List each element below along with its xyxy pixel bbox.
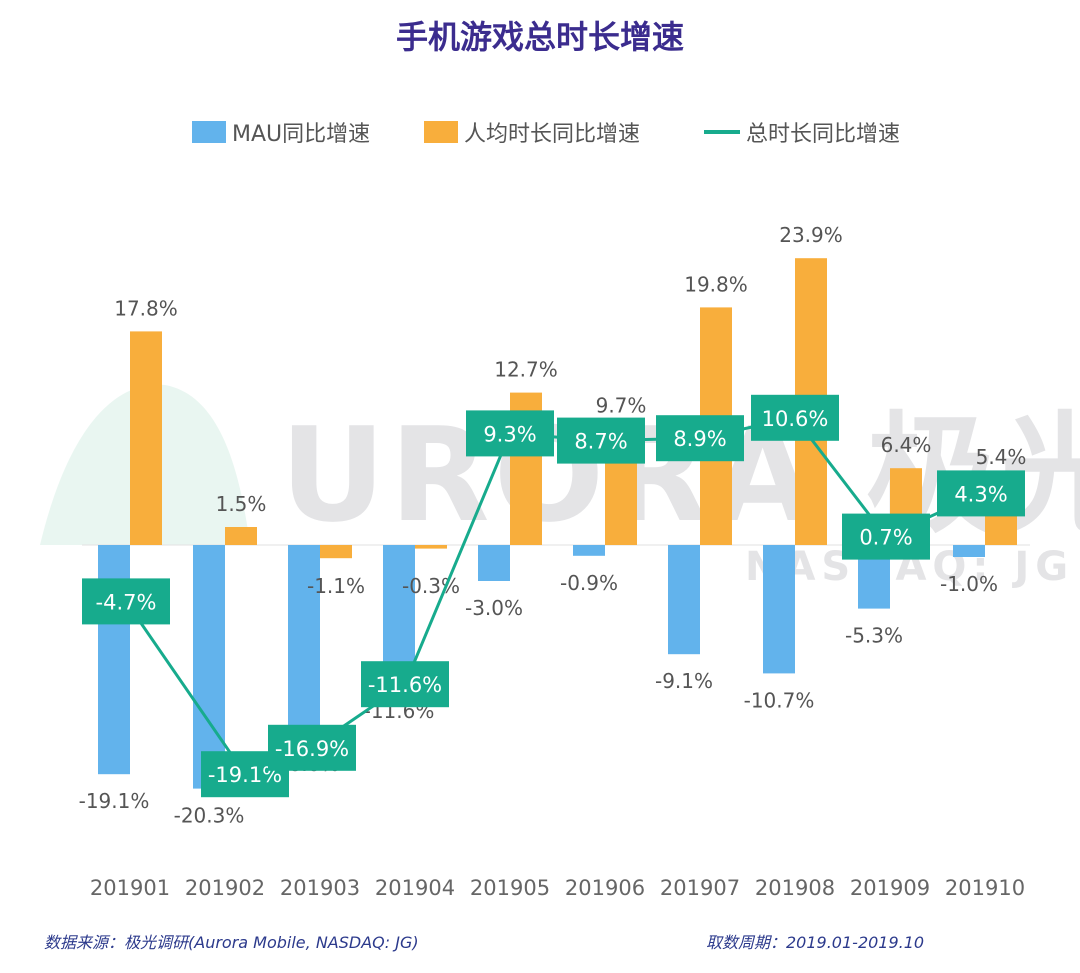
footer-source: 数据来源：极光调研(Aurora Mobile, NASDAQ: JG) xyxy=(44,933,419,952)
bar-mau-201910 xyxy=(953,545,985,557)
total-point-box-201906 xyxy=(557,417,645,464)
bar-mau-201906 xyxy=(573,545,605,556)
total-point-box-201909 xyxy=(842,513,930,560)
bar-per-capita-201904 xyxy=(415,545,447,549)
label-per-capita-201910: 5.4% xyxy=(976,445,1027,469)
bar-mau-201907 xyxy=(668,545,700,655)
tick-label-201906: 201906 xyxy=(565,876,645,900)
tick-label-201902: 201902 xyxy=(185,876,265,900)
total-point-label-201901: -4.7% xyxy=(96,590,157,614)
tick-label-201903: 201903 xyxy=(280,876,360,900)
tick-label-201901: 201901 xyxy=(90,876,170,900)
tick-label-201907: 201907 xyxy=(660,876,740,900)
total-point-box-201901 xyxy=(82,578,170,625)
legend: MAU同比增速 人均时长同比增速 总时长同比增速 xyxy=(192,121,900,147)
label-per-capita-201908: 23.9% xyxy=(779,223,843,247)
bar-mau-201908 xyxy=(763,545,795,674)
footer-period: 取数周期：2019.01-2019.10 xyxy=(706,933,924,952)
label-per-capita-201901: 17.8% xyxy=(114,296,178,320)
total-point-box-201905 xyxy=(466,410,554,457)
label-per-capita-201902: 1.5% xyxy=(216,492,267,516)
label-mau-201905: -3.0% xyxy=(465,596,523,620)
total-point-label-201905: 9.3% xyxy=(483,422,536,446)
label-mau-201907: -9.1% xyxy=(655,669,713,693)
label-per-capita-201906: 9.7% xyxy=(596,394,647,418)
label-mau-201909: -5.3% xyxy=(845,624,903,648)
tick-label-201908: 201908 xyxy=(755,876,835,900)
bar-mau-201903 xyxy=(288,545,320,737)
total-point-box-201904 xyxy=(361,661,449,708)
label-per-capita-201909: 6.4% xyxy=(881,433,932,457)
bar-per-capita-201902 xyxy=(225,527,257,545)
label-per-capita-201907: 19.8% xyxy=(684,272,748,296)
series-per-capita-bars xyxy=(130,258,1017,559)
x-axis-ticks: 201901 201902 201903 201904 201905 201906 2019… xyxy=(90,876,1025,900)
tick-label-201910: 201910 xyxy=(945,876,1025,900)
label-mau-201910: -1.0% xyxy=(940,572,998,596)
legend-label-per-capita: 人均时长同比增速 xyxy=(464,122,640,147)
label-per-capita-201903: -1.1% xyxy=(307,574,365,598)
total-point-box-201907 xyxy=(656,415,744,462)
label-mau-201902: -20.3% xyxy=(174,804,245,828)
total-point-box-201908 xyxy=(751,394,839,441)
total-point-label-201904: -11.6% xyxy=(368,673,442,697)
chart-title: 手机游戏总时长增速 xyxy=(396,18,684,56)
bar-per-capita-201901 xyxy=(130,331,162,545)
total-point-box-201910 xyxy=(937,470,1025,517)
total-point-label-201909: 0.7% xyxy=(859,526,912,550)
bar-mau-201904 xyxy=(383,545,415,685)
series-mau-bars xyxy=(98,545,985,789)
tick-label-201909: 201909 xyxy=(850,876,930,900)
label-mau-201908: -10.7% xyxy=(744,688,815,712)
legend-label-mau: MAU同比增速 xyxy=(232,122,370,147)
tick-label-201904: 201904 xyxy=(375,876,455,900)
label-per-capita-201905: 12.7% xyxy=(494,358,558,382)
label-per-capita-201904: -0.3% xyxy=(402,574,460,598)
legend-label-total: 总时长同比增速 xyxy=(746,122,900,147)
total-point-label-201903: -16.9% xyxy=(275,737,349,761)
total-point-label-201910: 4.3% xyxy=(954,482,1007,506)
legend-swatch-per-capita xyxy=(424,121,458,143)
tick-label-201905: 201905 xyxy=(470,876,550,900)
series-total-line: -4.7%-19.1%-16.9%-11.6%9.3% 8.7% 8.9%10.6%… xyxy=(82,394,1025,798)
bar-mau-201905 xyxy=(478,545,510,581)
total-point-label-201906: 8.7% xyxy=(574,430,627,454)
legend-swatch-mau xyxy=(192,121,226,143)
bar-mau-201902 xyxy=(193,545,225,789)
bar-per-capita-201903 xyxy=(320,545,352,559)
label-mau-201901: -19.1% xyxy=(79,789,150,813)
total-point-box-201903 xyxy=(268,724,356,771)
label-mau-201906: -0.9% xyxy=(560,571,618,595)
total-point-label-201907: 8.9% xyxy=(673,427,726,451)
total-point-label-201908: 10.6% xyxy=(762,407,829,431)
